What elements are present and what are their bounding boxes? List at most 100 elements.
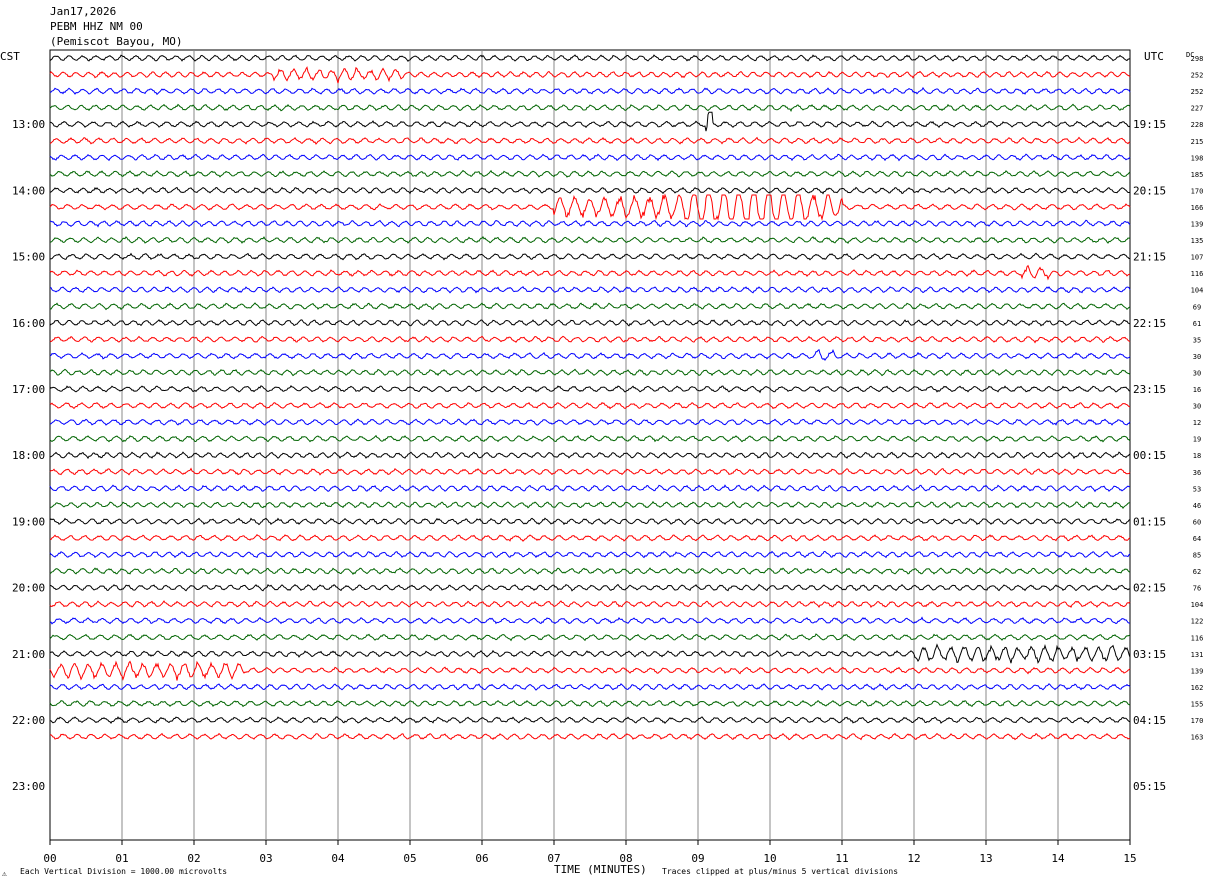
trace-line <box>49 286 1131 294</box>
dc-offset-value: 116 <box>1191 270 1204 278</box>
trace-line <box>49 252 1131 261</box>
dc-offset-value: 30 <box>1193 353 1201 361</box>
trace-line <box>49 451 1131 460</box>
dc-offset-value: 122 <box>1191 618 1204 626</box>
dc-offset-value: 298 <box>1191 55 1204 63</box>
station-location: (Pemiscot Bayou, MO) <box>50 35 183 48</box>
dc-offset-value: 185 <box>1191 171 1204 179</box>
trace-line <box>49 193 1131 221</box>
trace-line <box>49 533 1131 542</box>
right-hour-label: 19:15 <box>1133 118 1166 131</box>
trace-line <box>49 103 1131 112</box>
trace-line <box>49 484 1131 493</box>
right-hour-label: 03:15 <box>1133 648 1166 661</box>
scale-note: Each Vertical Division = 1000.00 microvo… <box>20 867 228 876</box>
dc-offset-value: 12 <box>1193 419 1201 427</box>
trace-line <box>49 699 1131 708</box>
x-tick-label: 12 <box>907 852 920 865</box>
trace-line <box>49 500 1130 509</box>
left-hour-label: 22:00 <box>12 714 45 727</box>
trace-line <box>49 368 1131 377</box>
right-hour-label: 04:15 <box>1133 714 1166 727</box>
warning-mark: ⚠ <box>2 869 7 878</box>
x-tick-label: 08 <box>619 852 632 865</box>
trace-line <box>49 434 1131 443</box>
trace-line <box>49 732 1131 741</box>
dc-offset-value: 227 <box>1191 105 1204 113</box>
right-hour-label: 05:15 <box>1133 780 1166 793</box>
left-hour-labels: 13:00 14:00 15:00 16:00 17:00 18:00 19:00 20:00… <box>12 118 45 793</box>
dc-offset-value: 104 <box>1191 601 1204 609</box>
trace-line <box>49 401 1131 410</box>
right-hour-label: 20:15 <box>1133 184 1166 197</box>
dc-offset-value: 170 <box>1191 717 1204 725</box>
seismic-traces <box>49 54 1131 741</box>
trace-line <box>49 467 1131 476</box>
trace-line <box>49 600 1131 609</box>
left-hour-label: 16:00 <box>12 317 45 330</box>
right-hour-label: 22:15 <box>1133 317 1166 330</box>
trace-line <box>49 517 1131 526</box>
dc-offset-value: 139 <box>1191 221 1204 229</box>
trace-line <box>49 660 1131 681</box>
right-hour-label: 23:15 <box>1133 383 1166 396</box>
dc-offset-value: 131 <box>1191 651 1204 659</box>
trace-line <box>49 66 1131 84</box>
dc-offset-value: 163 <box>1191 734 1204 742</box>
x-axis-ticks: 00 01 02 03 04 05 06 07 08 09 10 11 12 13 14 15 <box>43 840 1137 865</box>
x-tick-label: 03 <box>259 852 272 865</box>
x-tick-label: 06 <box>475 852 488 865</box>
left-hour-label: 14:00 <box>12 184 45 197</box>
dc-offset-value: 64 <box>1193 535 1201 543</box>
trace-line <box>49 335 1131 344</box>
trace-line <box>49 683 1131 691</box>
dc-offset-value: 252 <box>1191 72 1204 80</box>
dc-offset-value: 166 <box>1191 204 1204 212</box>
dc-offset-values: 298 252 252 227 228 215 198 185 170 166 139 135 107 1… <box>1191 55 1204 742</box>
x-tick-label: 09 <box>691 852 704 865</box>
x-tick-label: 00 <box>43 852 56 865</box>
dc-offset-value: 53 <box>1193 485 1201 493</box>
left-hour-label: 23:00 <box>12 780 45 793</box>
dc-offset-value: 30 <box>1193 403 1201 411</box>
right-hour-label: 00:15 <box>1133 449 1166 462</box>
right-hour-label: 01:15 <box>1133 515 1166 528</box>
dc-offset-value: 198 <box>1191 154 1204 162</box>
trace-line <box>49 616 1131 625</box>
trace-line <box>49 111 1131 132</box>
trace-line <box>49 153 1131 162</box>
right-hour-label: 02:15 <box>1133 582 1166 595</box>
left-hour-label: 17:00 <box>12 383 45 396</box>
trace-line <box>49 186 1131 195</box>
trace-line <box>50 219 1131 228</box>
left-hour-label: 13:00 <box>12 118 45 131</box>
dc-offset-value: 62 <box>1193 568 1201 576</box>
dc-offset-value: 85 <box>1193 552 1201 560</box>
x-tick-label: 14 <box>1051 852 1065 865</box>
dc-offset-value: 18 <box>1193 452 1201 460</box>
clip-note: Traces clipped at plus/minus 5 vertical … <box>662 867 899 876</box>
trace-line <box>50 716 1131 725</box>
dc-offset-value: 135 <box>1191 237 1204 245</box>
dc-offset-value: 16 <box>1193 386 1201 394</box>
x-tick-label: 02 <box>187 852 200 865</box>
trace-line <box>49 54 1131 62</box>
trace-line <box>49 302 1131 311</box>
dc-offset-value: 107 <box>1191 254 1204 262</box>
dc-offset-value: 60 <box>1193 518 1201 526</box>
x-tick-label: 05 <box>403 852 416 865</box>
trace-line <box>49 633 1131 642</box>
dc-offset-value: 116 <box>1191 634 1204 642</box>
dc-offset-value: 76 <box>1193 585 1201 593</box>
left-hour-label: 18:00 <box>12 449 45 462</box>
trace-line <box>49 643 1131 664</box>
right-hour-labels: 19:15 20:15 21:15 22:15 23:15 00:15 01:15 02:15… <box>1133 118 1166 793</box>
x-axis-title: TIME (MINUTES) <box>554 863 647 876</box>
dc-offset-value: 19 <box>1193 436 1201 444</box>
dc-offset-value: 69 <box>1193 303 1201 311</box>
dc-offset-value: 36 <box>1193 469 1201 477</box>
dc-offset-value: 46 <box>1193 502 1201 510</box>
left-hour-label: 20:00 <box>12 582 45 595</box>
trace-line <box>49 169 1131 178</box>
